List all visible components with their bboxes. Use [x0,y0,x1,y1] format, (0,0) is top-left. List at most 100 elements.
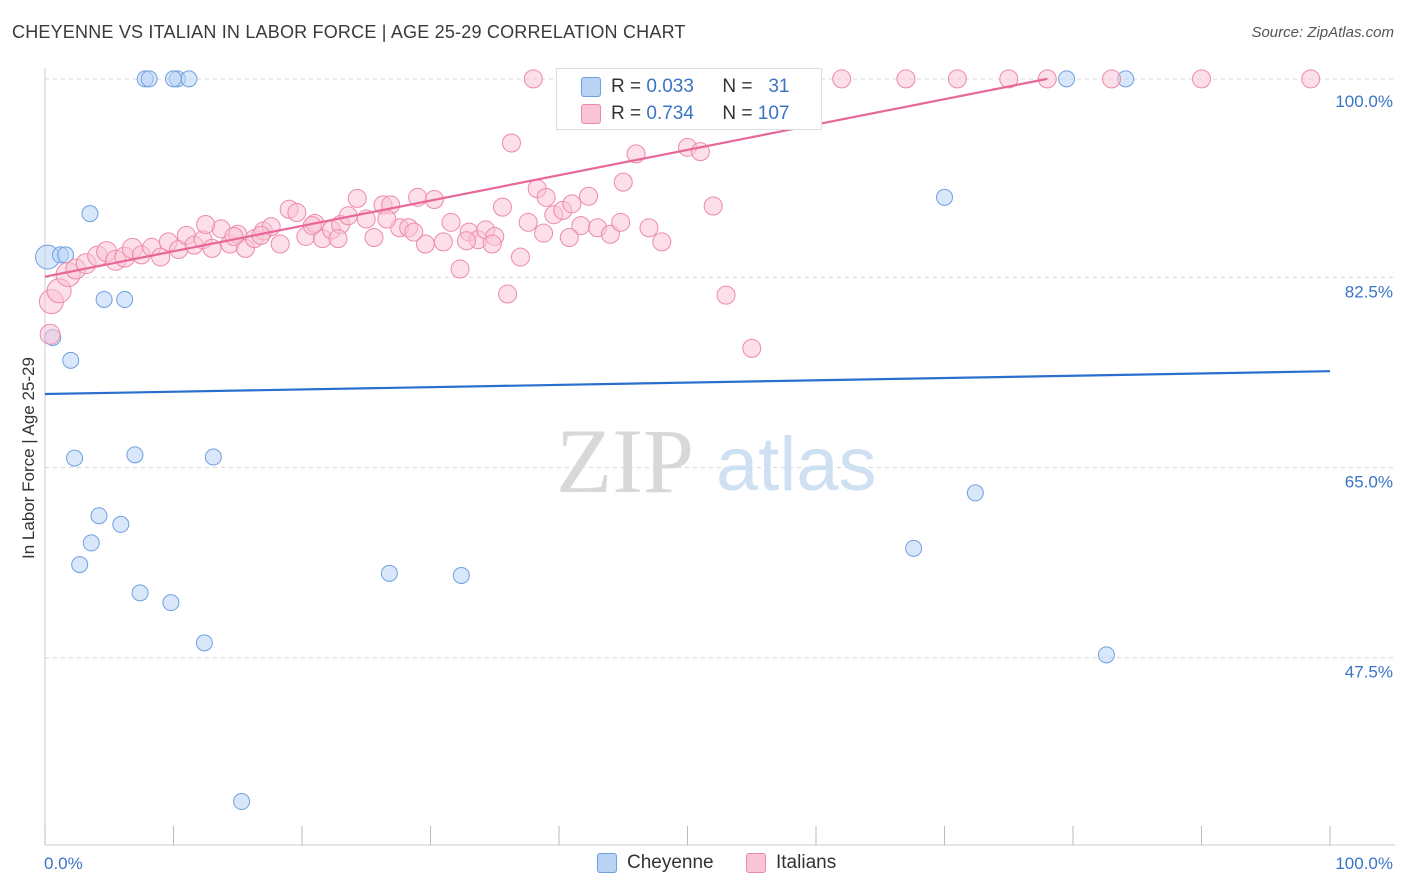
stats-r-label-cheyenne: R = [611,76,642,97]
cheyenne-point [81,205,99,223]
italians-point [224,226,244,246]
italians-point [270,234,290,254]
stats-n-label-italians: N = [722,103,753,124]
italians-point [510,247,530,267]
legend-label-cheyenne: Cheyenne [627,852,714,873]
stats-swatch-cheyenne [581,77,601,97]
italians-point [579,186,599,206]
italians-point [611,212,631,232]
cheyenne-point [126,446,144,464]
cheyenne-point [140,70,158,88]
italians-point [1301,69,1321,89]
trend-line-cheyenne [44,370,1331,396]
italians-point [1102,69,1122,89]
stats-row-cheyenne: R = 0.033 N = 31 [581,73,789,101]
cheyenne-point [195,634,213,652]
legend-item-cheyenne[interactable]: Cheyenne [597,852,714,874]
watermark-zip: ZIP [556,410,694,512]
cheyenne-point [1058,70,1076,88]
italians-point [287,203,307,223]
cheyenne-point [452,566,470,584]
cheyenne-point [82,534,100,552]
italians-point [703,196,723,216]
axes [44,68,1395,846]
cheyenne-point [95,290,113,308]
italians-point [742,338,762,358]
italians-point [456,231,476,251]
italians-point [1192,69,1211,89]
y-tick-label: 65.0% [1345,473,1393,492]
stats-legend: R = 0.033 N = 31 R = 0.734 N = 107 [556,68,822,130]
italians-point [377,209,397,229]
stats-row-italians: R = 0.734 N = 107 [581,100,789,128]
cheyenne-point [966,484,984,502]
italians-point [947,69,967,89]
italians-point [328,229,348,249]
series-italians-points [38,69,1321,358]
y-tick-labels: 100.0% 82.5% 65.0% 47.5% [1335,92,1393,682]
stats-swatch-italians [581,104,601,124]
italians-point [639,218,659,238]
cheyenne-point [62,351,80,369]
cheyenne-point [116,290,134,308]
italians-point [536,187,556,207]
gridlines [45,78,1395,659]
cheyenne-point [204,448,222,466]
y-tick-label: 100.0% [1335,92,1393,111]
italians-point [364,228,384,248]
italians-point [39,323,61,345]
trend-line-italians [44,77,1048,278]
chart-title: CHEYENNE VS ITALIAN IN LABOR FORCE | AGE… [12,22,686,42]
italians-point [652,232,672,252]
italians-point [518,212,538,232]
cheyenne-point [162,594,180,612]
italians-point [716,285,736,305]
italians-point [450,259,470,279]
trend-lines [44,77,1331,396]
cheyenne-point [380,564,398,582]
bottom-legend: Cheyenne Italians [0,852,1406,880]
italians-point [404,222,424,242]
legend-label-italians: Italians [776,852,837,873]
watermark-atlas: atlas [716,422,877,507]
y-axis-label: In Labor Force | Age 25-29 [19,357,38,559]
legend-swatch-italians [746,853,766,873]
italians-point [501,133,521,153]
cheyenne-point [165,70,182,88]
x-tick-label: 100.0% [1335,854,1393,873]
stats-r-label-italians: R = [611,103,642,124]
italians-point [523,69,543,89]
legend-item-italians[interactable]: Italians [746,852,836,874]
italians-point [896,69,916,89]
cheyenne-point [180,70,198,88]
cheyenne-point [71,556,89,574]
italians-point [433,232,453,252]
cheyenne-point [905,539,923,557]
italians-point [492,197,512,217]
italians-point [482,234,502,254]
stats-n-label-cheyenne: N = [722,76,753,97]
italians-point [534,223,554,243]
x-tick-labels: 0.0% 100.0% [44,854,1393,873]
cheyenne-point [233,793,251,811]
stats-r-value-cheyenne: 0.033 [646,76,694,97]
watermark: ZIP atlas [556,410,877,512]
italians-point [999,69,1019,89]
legend-swatch-cheyenne [597,853,617,873]
italians-point [441,212,461,232]
italians-point [196,214,216,234]
stats-n-value-cheyenne: 31 [768,76,790,97]
cheyenne-point [90,507,108,525]
italians-point [347,188,367,208]
x-tick-label: 0.0% [44,854,83,873]
cheyenne-point [112,515,130,533]
cheyenne-point [66,449,84,467]
italians-point [613,172,633,192]
italians-point [559,228,579,248]
italians-point [832,69,852,89]
y-tick-label: 47.5% [1345,663,1393,682]
y-tick-label: 82.5% [1345,282,1393,301]
italians-point [562,194,582,214]
cheyenne-point [936,188,953,206]
